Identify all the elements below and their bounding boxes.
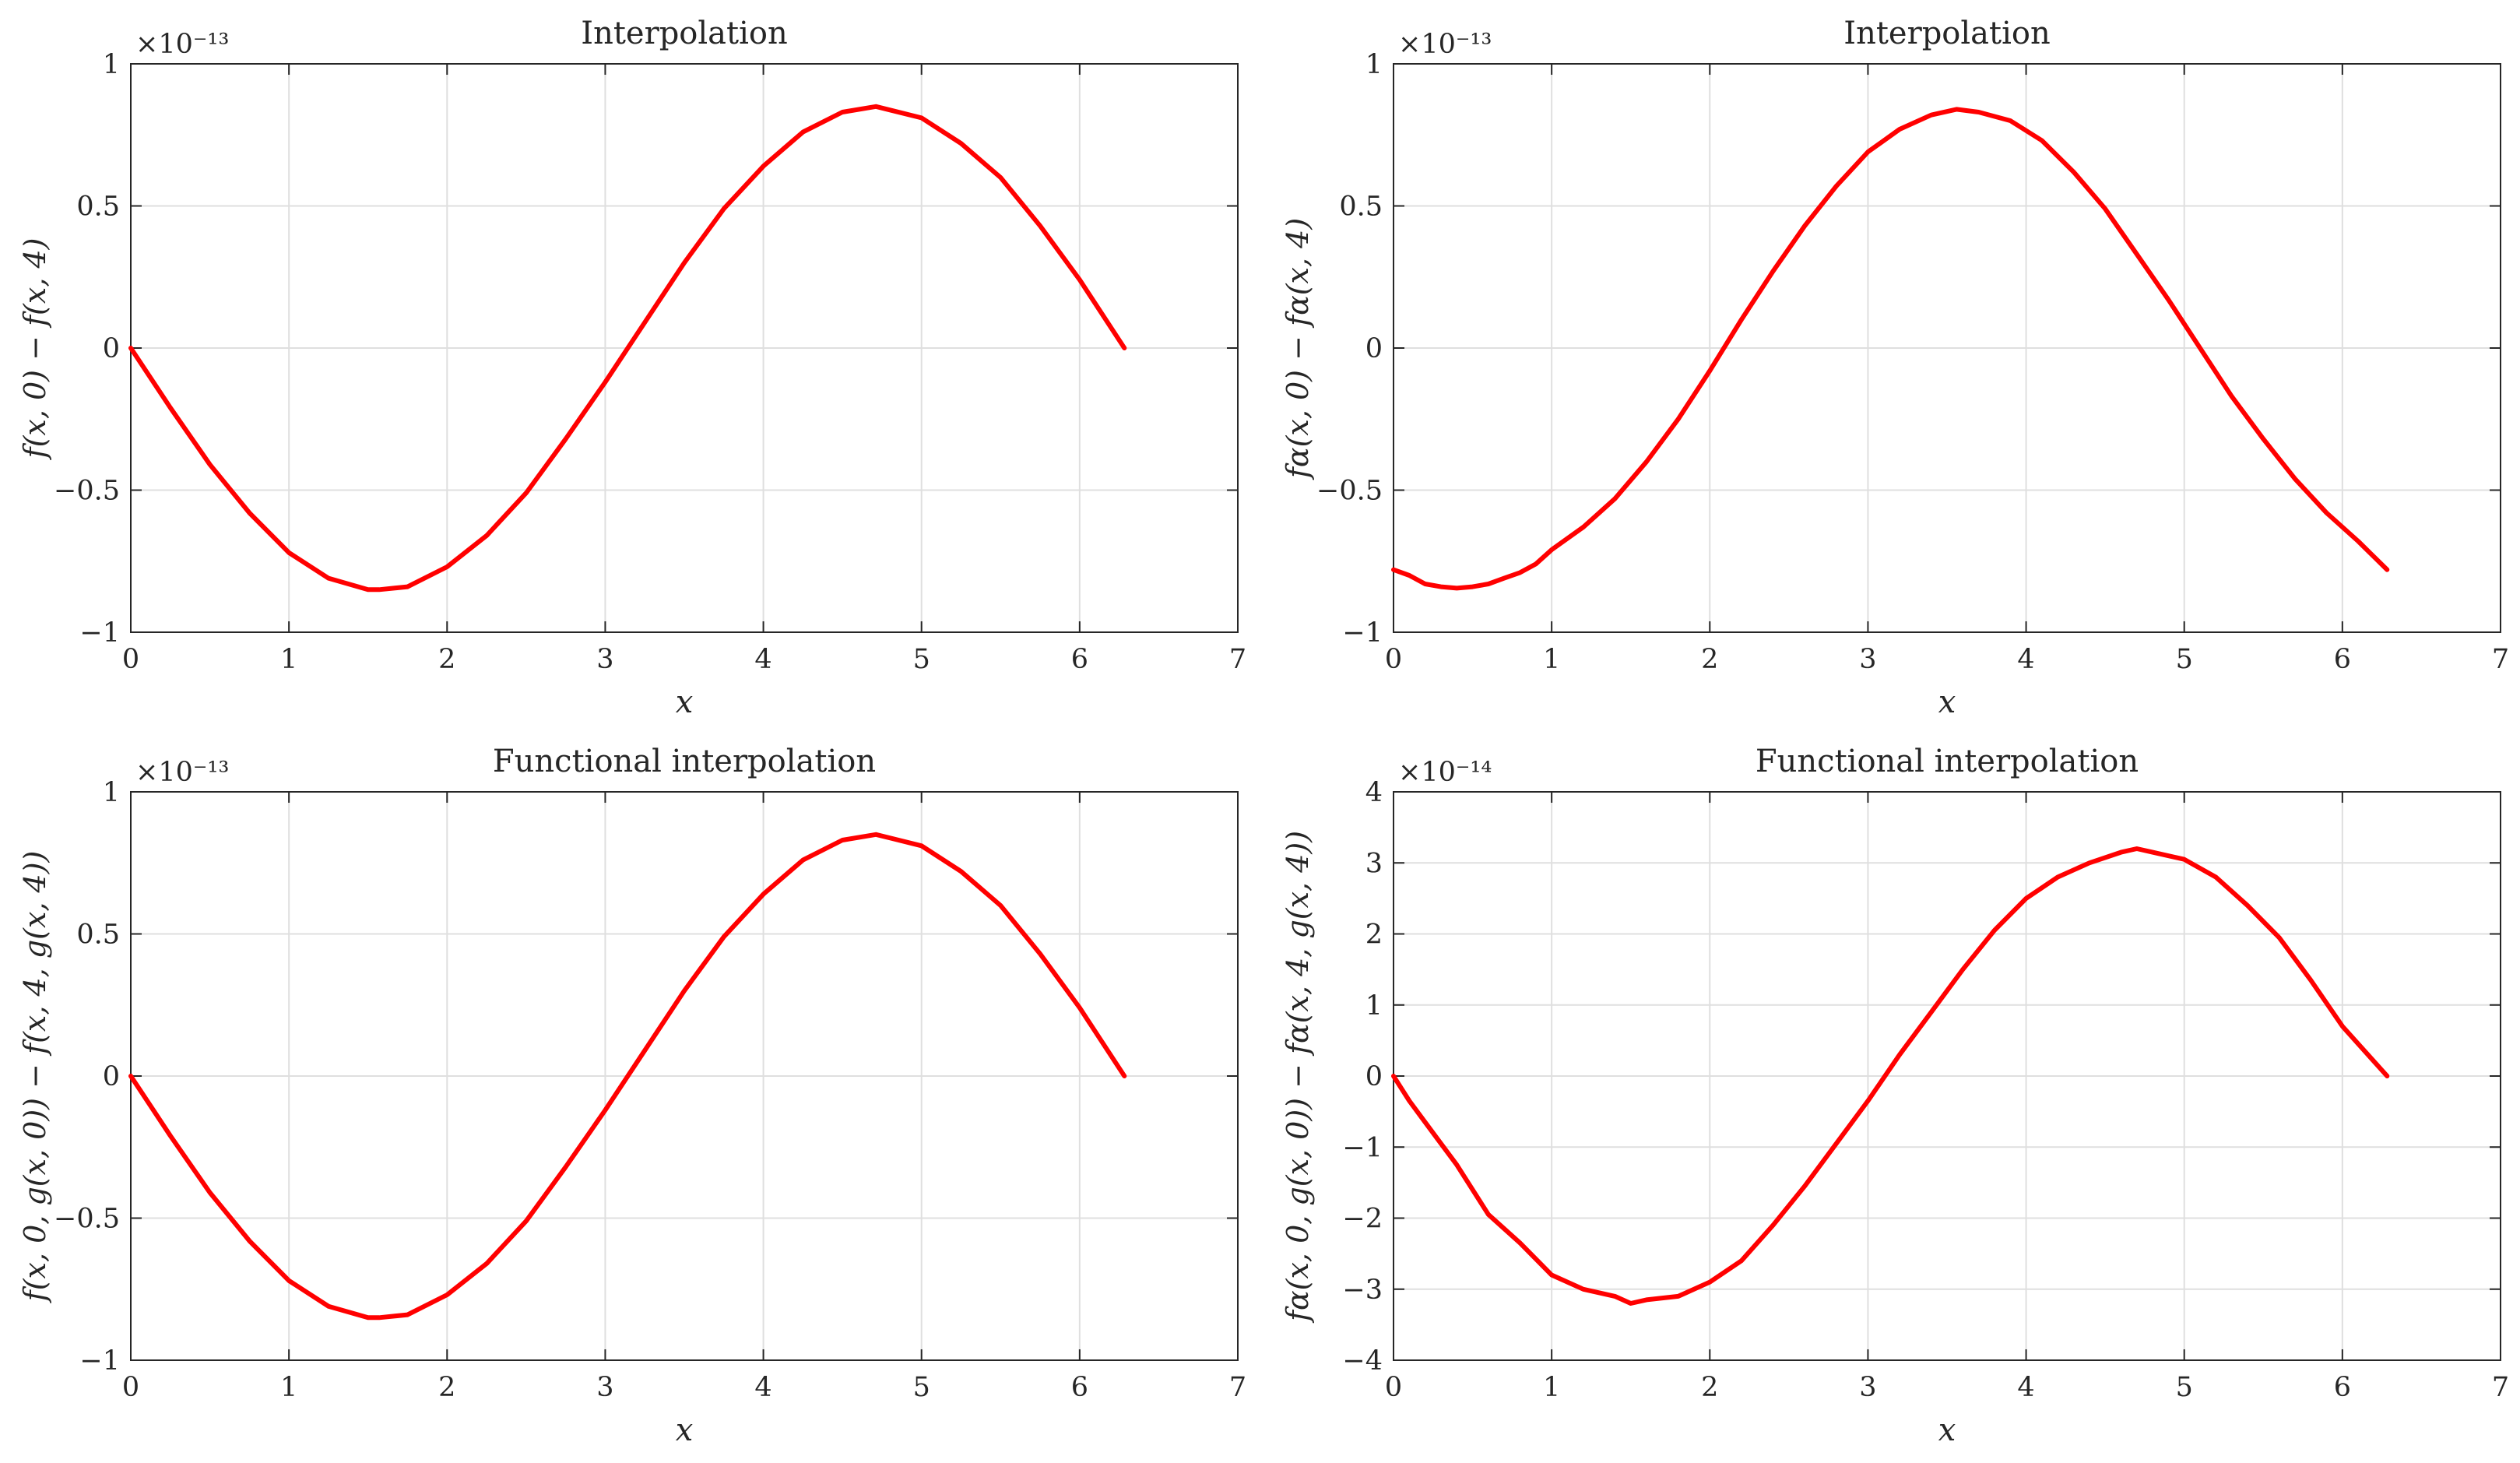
chart-title: Interpolation <box>1843 16 2050 51</box>
x-tick-label: 2 <box>1701 1372 1718 1403</box>
x-tick-label: 4 <box>2017 644 2034 675</box>
chart-panel-2: 0 1 2 3 4 5 6 7 −1 −0.5 0 0.5 1 ×10⁻¹³ Interpolation x f… <box>1281 16 2509 720</box>
y-tick-label: 1 <box>103 777 120 808</box>
y-tick-label: 4 <box>1365 777 1383 808</box>
x-tick-label: 1 <box>280 1372 297 1403</box>
x-axis-label: x <box>1938 684 1956 720</box>
y-axis-label: f(x, 0, g(x, 0)) − f(x, 4, g(x, 4)) <box>18 851 52 1304</box>
x-tick-label: 6 <box>2334 644 2351 675</box>
x-tick-label: 5 <box>2176 644 2193 675</box>
x-tick-label: 6 <box>2334 1372 2351 1403</box>
y-tick-label: −1 <box>1342 617 1383 649</box>
y-tick-label: 0 <box>103 1061 120 1092</box>
y-tick-label: −1 <box>79 617 120 649</box>
chart-title: Functional interpolation <box>1756 744 2139 779</box>
axis-exponent-label: ×10⁻¹³ <box>135 29 229 60</box>
x-tick-label: 4 <box>754 644 771 675</box>
series-line-1 <box>128 104 1127 593</box>
axis-exponent-label: ×10⁻¹³ <box>135 757 229 788</box>
x-tick-label: 7 <box>1229 1372 1246 1403</box>
x-tick-label: 2 <box>438 644 455 675</box>
y-tick-label: 0.5 <box>76 920 120 951</box>
y-tick-label: 0.5 <box>76 192 120 223</box>
y-tick-label: −3 <box>1342 1275 1383 1306</box>
x-tick-label: 5 <box>913 1372 930 1403</box>
y-tick-label: 0 <box>1365 333 1383 364</box>
x-tick-label: 6 <box>1071 644 1088 675</box>
x-axis-label: x <box>1938 1412 1956 1448</box>
x-tick-label: 0 <box>122 1372 139 1403</box>
x-tick-label: 1 <box>1543 644 1560 675</box>
x-tick-label: 3 <box>596 1372 613 1403</box>
x-axis-label: x <box>676 684 694 720</box>
x-tick-label: 4 <box>2017 1372 2034 1403</box>
x-tick-label: 3 <box>596 644 613 675</box>
y-tick-label: 2 <box>1365 920 1383 951</box>
x-tick-label: 7 <box>2492 644 2509 675</box>
y-tick-label: −0.5 <box>1316 476 1383 507</box>
y-tick-label: −0.5 <box>54 1204 120 1235</box>
y-tick-label: 0 <box>103 333 120 364</box>
x-tick-label: 3 <box>1859 1372 1876 1403</box>
x-tick-label: 0 <box>122 644 139 675</box>
y-tick-label: 0.5 <box>1339 192 1383 223</box>
chart-panel-4: 0 1 2 3 4 5 6 7 −4 −3 −2 −1 0 1 2 3 4 ×10⁻¹⁴ Functional in… <box>1281 744 2509 1448</box>
y-axis-label: f(x, 0) − f(x, 4) <box>18 238 52 461</box>
x-tick-label: 0 <box>1385 644 1402 675</box>
x-axis-label: x <box>676 1412 694 1448</box>
x-tick-label: 3 <box>1859 644 1876 675</box>
x-tick-label: 5 <box>2176 1372 2193 1403</box>
x-tick-label: 2 <box>438 1372 455 1403</box>
y-tick-label: 3 <box>1365 848 1383 879</box>
y-tick-label: −4 <box>1342 1345 1383 1377</box>
chart-panel-3: 0 1 2 3 4 5 6 7 −1 −0.5 0 0.5 1 ×10⁻¹³ Functional inte… <box>18 744 1246 1448</box>
axis-exponent-label: ×10⁻¹⁴ <box>1398 757 1492 788</box>
y-tick-label: −1 <box>1342 1132 1383 1163</box>
chart-title: Interpolation <box>581 16 787 51</box>
x-tick-label: 1 <box>280 644 297 675</box>
y-tick-label: 0 <box>1365 1061 1383 1092</box>
y-tick-label: −0.5 <box>54 476 120 507</box>
x-tick-label: 0 <box>1385 1372 1402 1403</box>
x-tick-label: 5 <box>913 644 930 675</box>
y-tick-label: −1 <box>79 1345 120 1377</box>
series-line-1 <box>1391 107 2390 591</box>
y-tick-label: 1 <box>103 49 120 80</box>
axis-exponent-label: ×10⁻¹³ <box>1398 29 1492 60</box>
x-tick-label: 2 <box>1701 644 1718 675</box>
y-axis-label: fα(x, 0, g(x, 0)) − fα(x, 4, g(x, 4)) <box>1281 831 1315 1324</box>
x-tick-label: 7 <box>1229 644 1246 675</box>
y-axis-label: fα(x, 0) − fα(x, 4) <box>1281 218 1315 480</box>
series-line-1 <box>128 832 1127 1321</box>
y-tick-label: −2 <box>1342 1204 1383 1235</box>
y-tick-label: 1 <box>1365 49 1383 80</box>
x-tick-label: 7 <box>2492 1372 2509 1403</box>
chart-title: Functional interpolation <box>493 744 876 779</box>
x-tick-label: 4 <box>754 1372 771 1403</box>
y-tick-label: 1 <box>1365 990 1383 1022</box>
x-tick-label: 1 <box>1543 1372 1560 1403</box>
x-tick-label: 6 <box>1071 1372 1088 1403</box>
series-line-1 <box>1391 846 2390 1306</box>
chart-panel-1: 0 1 2 3 4 5 6 7 −1 −0.5 0 0.5 1 ×10⁻¹³ Interpolation x f… <box>18 16 1246 720</box>
